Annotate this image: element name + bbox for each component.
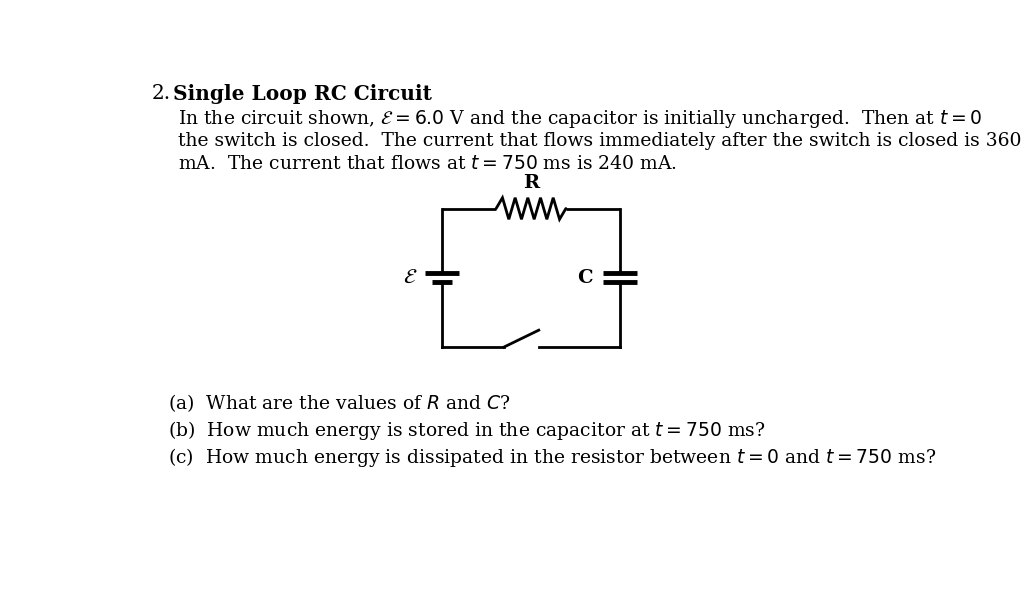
- Text: R: R: [523, 174, 539, 191]
- Text: $\mathcal{E}$: $\mathcal{E}$: [402, 269, 417, 287]
- Text: mA.  The current that flows at $t = 750$ ms is 240 mA.: mA. The current that flows at $t = 750$ …: [178, 154, 678, 173]
- Text: C: C: [578, 269, 593, 287]
- Text: (c)  How much energy is dissipated in the resistor between $t = 0$ and $t = 750$: (c) How much energy is dissipated in the…: [168, 446, 937, 469]
- Text: (b)  How much energy is stored in the capacitor at $t = 750$ ms?: (b) How much energy is stored in the cap…: [168, 419, 766, 442]
- Text: the switch is closed.  The current that flows immediately after the switch is cl: the switch is closed. The current that f…: [178, 131, 1022, 150]
- Text: 2.: 2.: [152, 84, 170, 102]
- Text: Single Loop RC Circuit: Single Loop RC Circuit: [173, 84, 432, 104]
- Text: In the circuit shown, $\mathcal{E} = 6.0$ V and the capacitor is initially uncha: In the circuit shown, $\mathcal{E} = 6.0…: [178, 108, 983, 130]
- Text: (a)  What are the values of $R$ and $C$?: (a) What are the values of $R$ and $C$?: [168, 392, 511, 413]
